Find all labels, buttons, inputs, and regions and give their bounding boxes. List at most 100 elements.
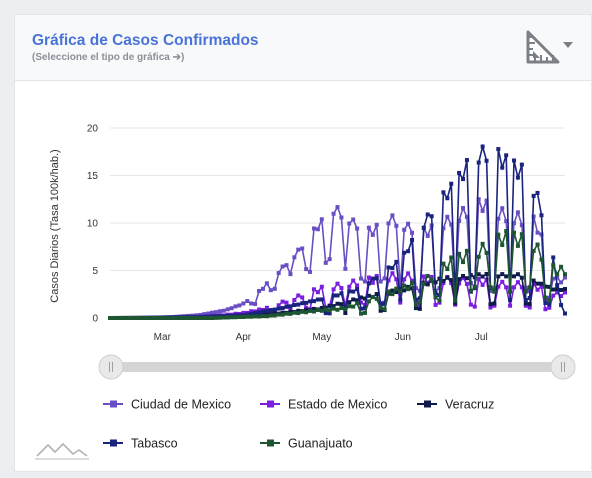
data-point[interactable] bbox=[551, 276, 556, 281]
data-point[interactable] bbox=[535, 242, 540, 247]
data-point[interactable] bbox=[323, 307, 328, 312]
data-point[interactable] bbox=[335, 307, 340, 312]
data-point[interactable] bbox=[421, 281, 426, 286]
data-point[interactable] bbox=[535, 230, 540, 235]
data-point[interactable] bbox=[386, 278, 391, 283]
data-point[interactable] bbox=[559, 264, 564, 269]
data-point[interactable] bbox=[366, 293, 371, 298]
data-point[interactable] bbox=[504, 153, 509, 158]
data-point[interactable] bbox=[488, 289, 493, 294]
data-point[interactable] bbox=[519, 223, 524, 228]
data-point[interactable] bbox=[319, 297, 324, 302]
data-point[interactable] bbox=[335, 293, 340, 298]
data-point[interactable] bbox=[441, 261, 446, 266]
data-point[interactable] bbox=[355, 298, 360, 303]
data-point[interactable] bbox=[323, 311, 328, 316]
data-point[interactable] bbox=[304, 307, 309, 312]
data-point[interactable] bbox=[398, 300, 403, 305]
data-point[interactable] bbox=[264, 281, 269, 286]
data-point[interactable] bbox=[257, 310, 262, 315]
data-point[interactable] bbox=[331, 287, 336, 292]
data-point[interactable] bbox=[441, 278, 446, 283]
data-point[interactable] bbox=[339, 286, 344, 291]
legend-item[interactable]: Veracruz bbox=[417, 398, 494, 412]
data-point[interactable] bbox=[523, 301, 528, 306]
data-point[interactable] bbox=[457, 170, 462, 175]
data-point[interactable] bbox=[315, 297, 320, 302]
data-point[interactable] bbox=[347, 300, 352, 305]
data-point[interactable] bbox=[551, 263, 556, 268]
data-point[interactable] bbox=[327, 257, 332, 262]
data-point[interactable] bbox=[370, 280, 375, 285]
data-point[interactable] bbox=[362, 306, 367, 311]
data-point[interactable] bbox=[115, 316, 120, 320]
data-point[interactable] bbox=[480, 241, 485, 246]
data-point[interactable] bbox=[476, 276, 481, 281]
data-point[interactable] bbox=[461, 273, 466, 278]
slider-track[interactable] bbox=[111, 362, 563, 372]
data-point[interactable] bbox=[162, 316, 167, 320]
data-point[interactable] bbox=[155, 316, 160, 320]
data-point[interactable] bbox=[543, 300, 548, 305]
data-point[interactable] bbox=[335, 205, 340, 210]
data-point[interactable] bbox=[351, 278, 356, 283]
data-point[interactable] bbox=[441, 190, 446, 195]
data-point[interactable] bbox=[527, 296, 532, 301]
data-point[interactable] bbox=[563, 272, 567, 277]
data-point[interactable] bbox=[108, 316, 112, 320]
data-point[interactable] bbox=[315, 307, 320, 312]
data-point[interactable] bbox=[241, 310, 246, 315]
data-point[interactable] bbox=[390, 288, 395, 293]
data-point[interactable] bbox=[151, 316, 156, 320]
data-point[interactable] bbox=[425, 273, 430, 278]
data-point[interactable] bbox=[496, 147, 501, 152]
data-point[interactable] bbox=[410, 280, 415, 285]
data-point[interactable] bbox=[209, 310, 214, 315]
data-point[interactable] bbox=[225, 315, 230, 320]
chart-type-button[interactable] bbox=[525, 29, 575, 67]
data-point[interactable] bbox=[421, 225, 426, 230]
data-point[interactable] bbox=[308, 308, 313, 313]
data-point[interactable] bbox=[272, 286, 277, 291]
data-point[interactable] bbox=[280, 299, 285, 304]
data-point[interactable] bbox=[206, 316, 211, 320]
data-point[interactable] bbox=[496, 274, 501, 279]
data-point[interactable] bbox=[292, 298, 297, 303]
data-point[interactable] bbox=[492, 301, 497, 306]
data-point[interactable] bbox=[406, 271, 411, 276]
data-point[interactable] bbox=[512, 221, 517, 226]
data-point[interactable] bbox=[143, 316, 148, 320]
data-point[interactable] bbox=[343, 266, 348, 271]
data-point[interactable] bbox=[461, 260, 466, 265]
data-point[interactable] bbox=[402, 227, 407, 232]
data-point[interactable] bbox=[319, 305, 324, 310]
data-point[interactable] bbox=[362, 279, 367, 284]
data-point[interactable] bbox=[496, 232, 501, 237]
data-point[interactable] bbox=[280, 264, 285, 269]
data-point[interactable] bbox=[425, 233, 430, 238]
data-point[interactable] bbox=[370, 232, 375, 237]
data-point[interactable] bbox=[276, 312, 281, 317]
data-point[interactable] bbox=[523, 303, 528, 308]
data-point[interactable] bbox=[559, 294, 564, 299]
data-point[interactable] bbox=[351, 304, 356, 309]
data-point[interactable] bbox=[535, 281, 540, 286]
data-point[interactable] bbox=[296, 293, 301, 298]
series-ciudad-de-mexico[interactable] bbox=[108, 197, 567, 320]
data-point[interactable] bbox=[249, 314, 254, 319]
data-point[interactable] bbox=[457, 218, 462, 223]
range-slider[interactable] bbox=[98, 354, 576, 380]
data-point[interactable] bbox=[213, 315, 218, 320]
data-point[interactable] bbox=[429, 274, 434, 279]
data-point[interactable] bbox=[280, 312, 285, 317]
data-point[interactable] bbox=[543, 295, 548, 300]
data-point[interactable] bbox=[366, 275, 371, 280]
data-point[interactable] bbox=[323, 260, 328, 265]
data-point[interactable] bbox=[378, 305, 383, 310]
data-point[interactable] bbox=[488, 285, 493, 290]
data-point[interactable] bbox=[512, 230, 517, 235]
data-point[interactable] bbox=[508, 289, 513, 294]
data-point[interactable] bbox=[394, 286, 399, 291]
data-point[interactable] bbox=[429, 214, 434, 219]
data-point[interactable] bbox=[366, 281, 371, 286]
